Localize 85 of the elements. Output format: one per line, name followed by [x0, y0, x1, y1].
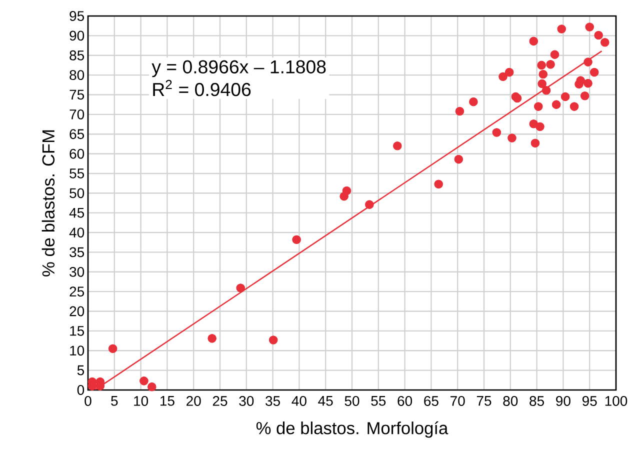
y-tick-label: 70 [70, 109, 84, 120]
y-tick-label: 15 [70, 326, 84, 336]
y-tick-label: 80 [70, 70, 84, 80]
point [140, 376, 148, 386]
point [529, 36, 538, 46]
y-tick-label: 75 [70, 90, 84, 100]
point [585, 22, 594, 32]
point [550, 50, 560, 59]
y-tick-label: 10 [70, 346, 84, 356]
point [600, 38, 610, 47]
x-tick-label: 95 [582, 396, 597, 406]
point [580, 92, 590, 100]
y-tick-label: 95 [70, 11, 84, 21]
x-tick-label: 0 [84, 396, 92, 406]
point [393, 142, 402, 150]
y-tick-label: 60 [70, 148, 84, 159]
point [584, 78, 592, 88]
x-tick-label: 50 [344, 396, 360, 406]
y-tick-label: 40 [69, 228, 84, 238]
y-tick-label: 0 [77, 385, 84, 395]
point [530, 138, 540, 148]
y-tick-label: 30 [70, 266, 84, 277]
point [536, 122, 544, 132]
x-tick-label: 70 [450, 396, 465, 406]
point [538, 79, 546, 88]
point [594, 30, 603, 40]
x-tick-label: 10 [134, 396, 148, 406]
point [542, 86, 551, 95]
point [469, 97, 478, 106]
y-tick-label: 90 [70, 30, 84, 41]
point [292, 235, 301, 244]
x-tick-label: 5 [111, 396, 118, 406]
x-tick-label: 15 [160, 396, 174, 406]
x-tick-label: 65 [424, 396, 438, 406]
point [538, 70, 548, 79]
annotation: R$^{2}$ = 0.9406 [153, 80, 251, 96]
point [365, 200, 374, 209]
point [576, 76, 586, 85]
point [537, 60, 546, 70]
x-tick-label: 85 [530, 396, 544, 406]
y-tick-label: 5 [77, 365, 84, 376]
annotation: y = 0.8966x – 1.1808 [152, 60, 326, 78]
y-tick-label: 55 [70, 168, 84, 178]
x-axis-title: % de blastos. Morfología [256, 421, 448, 438]
y-tick-label: 65 [70, 129, 84, 140]
x-tick-label: 75 [476, 396, 492, 406]
x-tick-label: 60 [398, 396, 412, 406]
x-tick-label: 35 [266, 396, 280, 406]
point [560, 92, 570, 102]
point [504, 68, 514, 77]
x-tick-label: 25 [212, 396, 228, 406]
point [342, 186, 352, 196]
point [492, 128, 502, 137]
x-tick-label: 40 [292, 396, 306, 406]
point [268, 336, 278, 344]
y-tick-label: 20 [70, 306, 84, 316]
y-tick-label: 85 [70, 50, 84, 60]
point [454, 154, 464, 164]
point [584, 58, 592, 66]
x-tick-label: 100 [605, 396, 628, 406]
point [147, 382, 156, 392]
point [498, 72, 508, 82]
x-tick-label: 30 [239, 396, 254, 406]
x-tick-label: 20 [186, 396, 201, 406]
point [208, 334, 216, 343]
point [570, 102, 579, 111]
y-tick-label: 50 [70, 188, 84, 198]
point [534, 102, 543, 111]
point [508, 134, 516, 142]
x-tick-label: 90 [556, 396, 570, 406]
point [557, 24, 566, 34]
point [236, 284, 245, 292]
y-axis-title: % de blastos. CFM [42, 130, 55, 276]
x-tick-label: 80 [503, 396, 518, 406]
point [552, 100, 561, 109]
x-tick-label: 45 [318, 396, 333, 406]
point [546, 60, 555, 69]
point [434, 180, 443, 188]
point [108, 344, 118, 354]
point [455, 106, 464, 116]
y-tick-label: 25 [70, 286, 84, 297]
y-tick-label: 45 [69, 208, 84, 218]
y-tick-label: 35 [70, 247, 84, 258]
point [590, 68, 599, 77]
x-tick-label: 55 [371, 396, 386, 406]
